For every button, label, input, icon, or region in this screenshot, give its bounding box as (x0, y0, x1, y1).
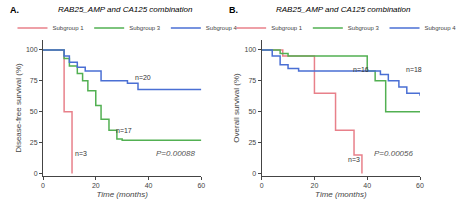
svg-text:n=17: n=17 (116, 127, 132, 134)
svg-text:Subgroup 1: Subgroup 1 (271, 25, 303, 31)
svg-text:B.: B. (229, 5, 238, 15)
svg-text:20: 20 (311, 182, 319, 189)
svg-text:A.: A. (10, 5, 19, 15)
svg-text:RAB25_AMP and CA125 combinatio: RAB25_AMP and CA125 combination (58, 5, 193, 14)
svg-text:100: 100 (245, 46, 257, 53)
svg-text:Subgroup 4: Subgroup 4 (425, 25, 457, 31)
svg-text:n=3: n=3 (348, 156, 360, 163)
svg-text:Disease-free survival (%): Disease-free survival (%) (14, 63, 23, 153)
svg-text:25: 25 (248, 139, 256, 146)
svg-text:Time (months): Time (months) (96, 190, 148, 199)
svg-text:50: 50 (30, 108, 38, 115)
svg-text:40: 40 (145, 182, 153, 189)
svg-text:20: 20 (92, 182, 100, 189)
svg-text:RAB25_AMP and CA125 combinatio: RAB25_AMP and CA125 combination (276, 5, 411, 14)
svg-text:Overall survival (%): Overall survival (%) (232, 73, 241, 143)
svg-text:Subgroup 3: Subgroup 3 (129, 25, 161, 31)
svg-text:Subgroup 1: Subgroup 1 (52, 25, 84, 31)
svg-text:0: 0 (41, 182, 45, 189)
svg-text:n=3: n=3 (75, 150, 87, 157)
svg-text:100: 100 (26, 46, 38, 53)
svg-text:0: 0 (260, 182, 264, 189)
svg-text:40: 40 (363, 182, 371, 189)
svg-text:75: 75 (248, 77, 256, 84)
svg-text:50: 50 (248, 108, 256, 115)
svg-text:25: 25 (30, 139, 38, 146)
svg-text:60: 60 (416, 182, 424, 189)
svg-text:Time (months): Time (months) (315, 190, 367, 199)
svg-text:0: 0 (252, 170, 256, 177)
svg-text:0: 0 (34, 170, 38, 177)
svg-text:Subgroup 3: Subgroup 3 (348, 25, 380, 31)
svg-text:P=0.00056: P=0.00056 (374, 149, 413, 158)
svg-text:75: 75 (30, 77, 38, 84)
svg-text:n=18: n=18 (406, 66, 422, 73)
svg-text:n=20: n=20 (135, 74, 151, 81)
svg-text:Subgroup 4: Subgroup 4 (206, 25, 238, 31)
svg-text:P=0.00088: P=0.00088 (156, 149, 195, 158)
svg-text:60: 60 (197, 182, 205, 189)
svg-text:n=16: n=16 (353, 66, 369, 73)
